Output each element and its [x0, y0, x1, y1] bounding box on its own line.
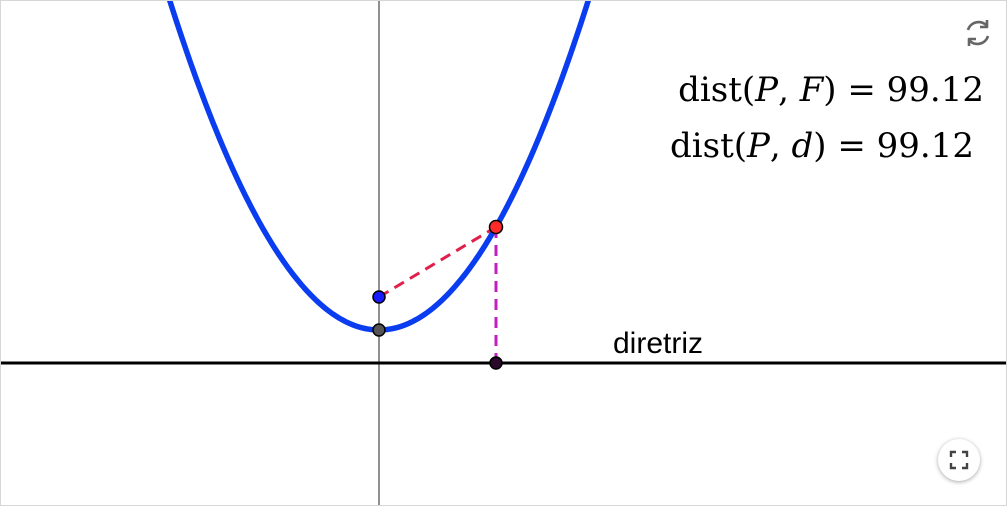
fullscreen-icon	[949, 450, 969, 470]
fullscreen-button[interactable]	[938, 439, 980, 481]
directrix-foot-point[interactable]	[489, 356, 503, 370]
reset-button[interactable]	[962, 17, 994, 49]
reset-icon	[966, 20, 990, 46]
distance-pf-equation: dist(P, F) = 99.12	[678, 70, 984, 110]
point-p[interactable]	[488, 219, 504, 235]
focus-point[interactable]	[372, 290, 386, 304]
directrix-label: diretriz	[613, 327, 704, 360]
distance-pf-value: 99.12	[886, 70, 984, 110]
distance-pd-equation: dist(P, d) = 99.12	[669, 126, 974, 166]
distance-pd-value: 99.12	[876, 126, 974, 166]
segment-p-focus	[378, 225, 497, 299]
vertex-point[interactable]	[372, 323, 386, 337]
